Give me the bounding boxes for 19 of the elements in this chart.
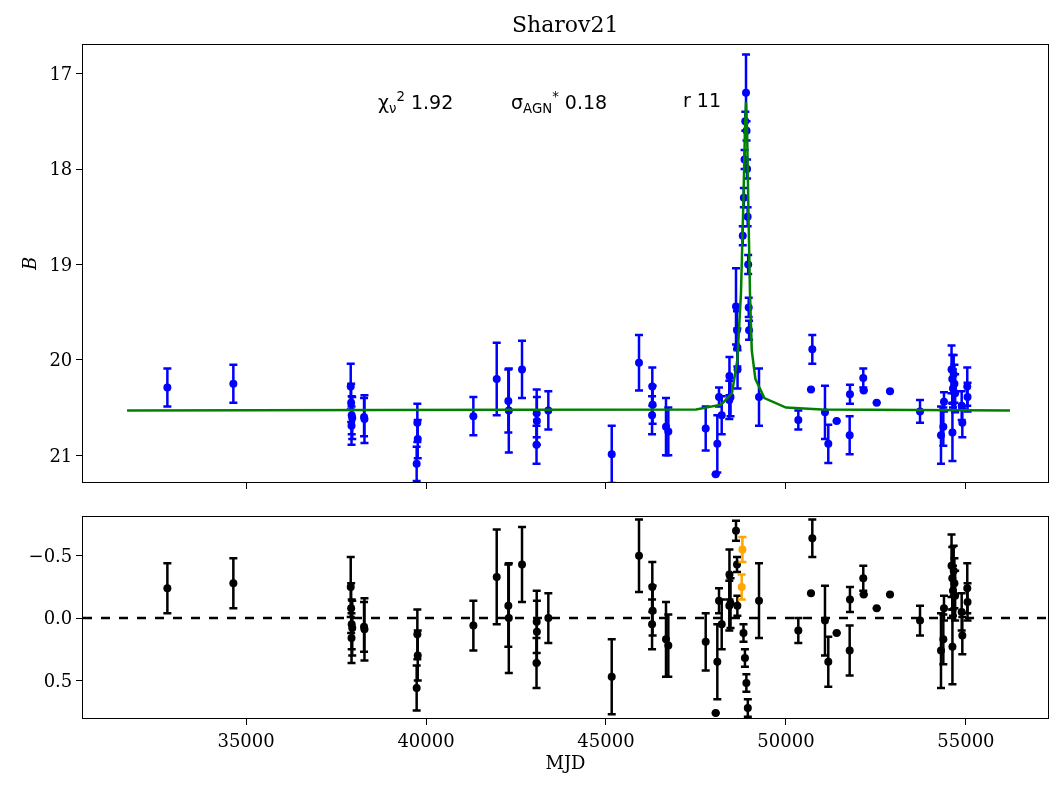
y-tick-label: 0.5 bbox=[43, 669, 73, 691]
x-tick-label: 40000 bbox=[397, 729, 455, 751]
y-tick-label: 0.0 bbox=[43, 607, 73, 629]
y-tick-label: 19 bbox=[49, 253, 73, 275]
annotation: σ$_{AGN}$$^{*}$ 0.18 bbox=[511, 89, 608, 116]
x-tick-label: 50000 bbox=[757, 729, 815, 751]
annotation: χ$_{ν}$$^{2}$ 1.92 bbox=[378, 89, 454, 116]
y-tick-label: 18 bbox=[49, 158, 73, 180]
x-tick-label: 45000 bbox=[577, 729, 635, 751]
x-tick-label: 35000 bbox=[217, 729, 275, 751]
x-tick-label: 55000 bbox=[937, 729, 995, 751]
y-tick-label: −0.5 bbox=[28, 545, 73, 566]
y-tick-label: 21 bbox=[49, 444, 73, 466]
y-tick-label: 20 bbox=[49, 349, 73, 371]
annotation: r 11 bbox=[683, 89, 722, 111]
y-tick-label: 17 bbox=[49, 62, 73, 84]
x-axis-title: MJD bbox=[545, 751, 586, 773]
y-axis-title: B bbox=[18, 256, 40, 272]
chart-title: Sharov21 bbox=[512, 12, 619, 37]
